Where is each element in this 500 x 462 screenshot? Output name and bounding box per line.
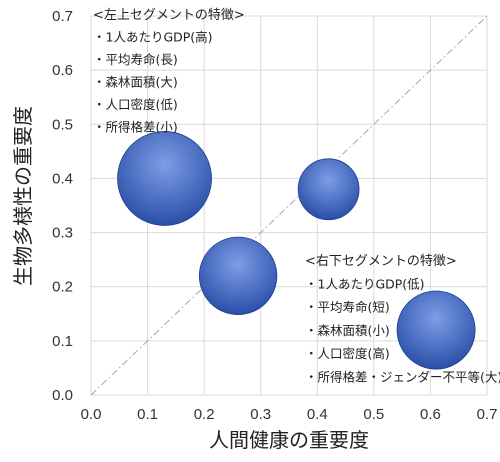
x-tick-label-6: 0.6 [420, 406, 441, 423]
y-tick-label-6: 0.6 [52, 62, 73, 79]
annotation-item: ・人口密度(高) [305, 346, 390, 361]
bubble-point-1 [297, 158, 360, 221]
bubbles [117, 131, 476, 370]
x-tick-label-3: 0.3 [250, 406, 271, 423]
annotation-box-0: <左上セグメントの特徴> ・1人あたりGDP(高) ・平均寿命(長) ・森林面積(大)… [93, 8, 245, 135]
y-tick-label-0: 0.0 [52, 387, 73, 404]
annotation-item: ・人口密度(低) [93, 97, 178, 112]
diagonal-reference-line [90, 15, 488, 396]
y-tick-label-7: 0.7 [52, 8, 73, 25]
y-tick-label-2: 0.2 [52, 279, 73, 296]
x-tick-label-2: 0.2 [194, 406, 215, 423]
bubble-point-2 [198, 236, 278, 316]
x-axis-title: 人間健康の重要度 [209, 428, 369, 452]
annotation-item: ・所得格差(小) [93, 120, 178, 135]
annotation-item: ・森林面積(大) [93, 75, 178, 90]
diagonal-line [90, 15, 488, 396]
y-axis-title: 生物多様性の重要度 [11, 106, 35, 286]
x-tick-label-0: 0.0 [81, 406, 102, 423]
y-tick-label-1: 0.1 [52, 333, 73, 350]
annotation-item: ・平均寿命(長) [93, 52, 178, 67]
y-tick-label-3: 0.3 [52, 225, 73, 242]
x-tick-label-7: 0.7 [477, 406, 498, 423]
annotation-item: ・1人あたりGDP(高) [93, 30, 213, 45]
bubble-point-0 [117, 131, 212, 226]
y-tick-label-4: 0.4 [52, 170, 73, 187]
bubble-point-3 [396, 290, 476, 370]
x-tick-label-5: 0.5 [363, 406, 384, 423]
annotation-box-1: <右下セグメントの特徴> ・1人あたりGDP(低) ・平均寿命(短) ・森林面積(小)… [305, 254, 500, 385]
segment-annotations: <左上セグメントの特徴> ・1人あたりGDP(高) ・平均寿命(長) ・森林面積(大)… [93, 8, 500, 385]
annotation-heading: <右下セグメントの特徴> [305, 254, 457, 269]
axis-ticks: 0.0 0.1 0.2 0.3 0.4 0.5 0.6 0.7 0.0 0.1 0.2 0.3 0.4 0… [52, 8, 497, 423]
annotation-item: ・森林面積(小) [305, 323, 390, 338]
annotation-item: ・平均寿命(短) [305, 300, 390, 315]
x-tick-label-1: 0.1 [137, 406, 158, 423]
y-tick-label-5: 0.5 [52, 116, 73, 133]
annotation-item: ・所得格差・ジェンダー不平等(大) [305, 370, 500, 385]
x-tick-label-4: 0.4 [307, 406, 328, 423]
annotation-item: ・1人あたりGDP(低) [305, 276, 425, 291]
annotation-heading: <左上セグメントの特徴> [93, 8, 245, 23]
